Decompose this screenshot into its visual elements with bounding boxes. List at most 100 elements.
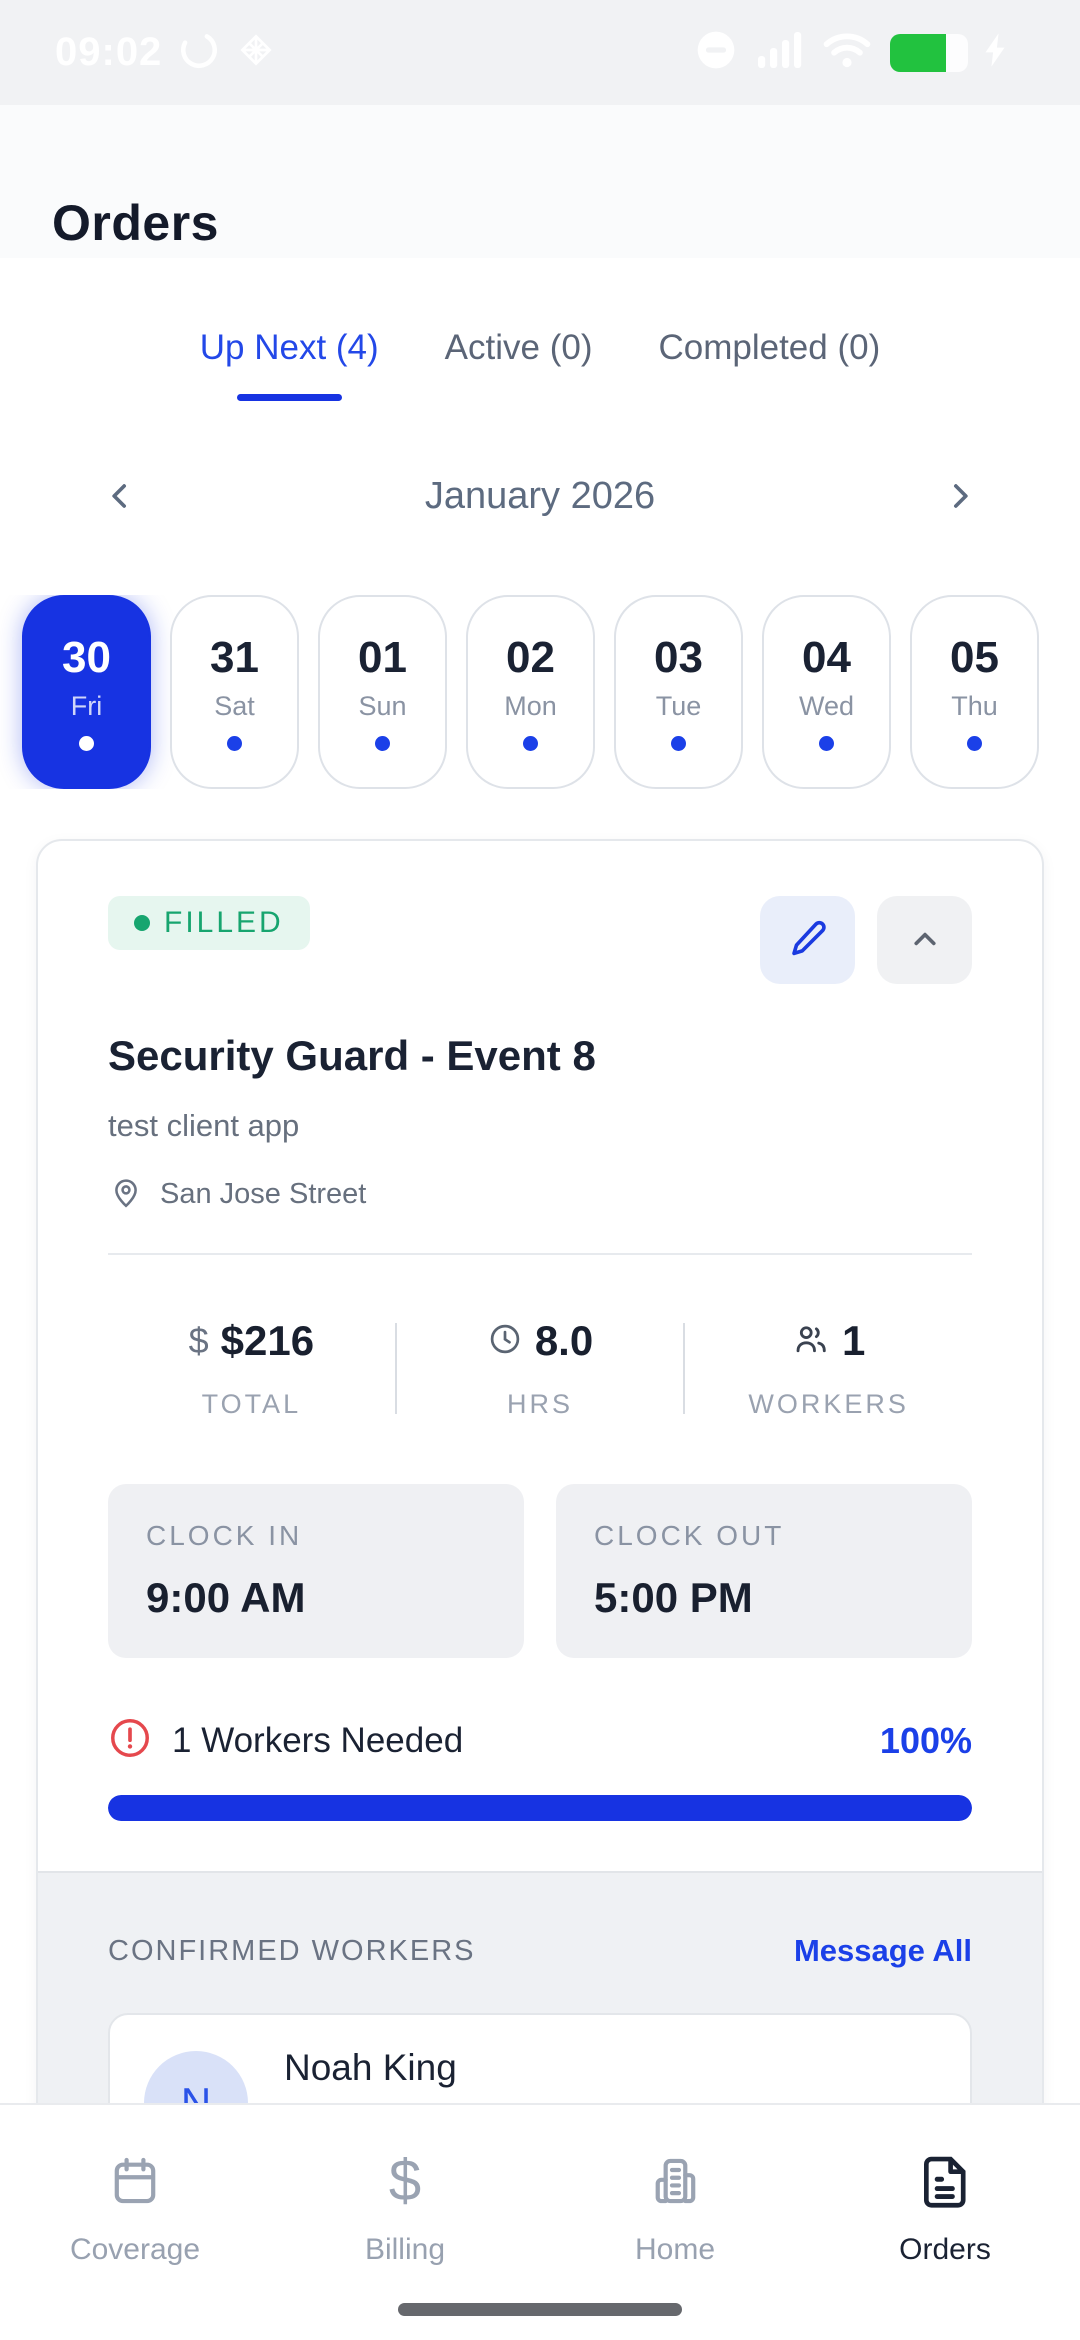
day-dot xyxy=(227,736,242,751)
page-title: Orders xyxy=(52,195,219,251)
workers-needed-row: 1 Workers Needed 100% xyxy=(108,1716,972,1765)
day-dot xyxy=(523,736,538,751)
order-stats: $ $216 TOTAL 8.0 xyxy=(108,1317,972,1420)
status-badge: FILLED xyxy=(108,896,310,950)
location-pin-icon xyxy=(108,1174,144,1215)
stat-value-row: $ $216 xyxy=(189,1317,314,1365)
diamond-notification-icon xyxy=(236,30,276,75)
stat-value-row: 8.0 xyxy=(487,1317,593,1365)
fill-progress-value xyxy=(108,1795,972,1821)
nav-label: Coverage xyxy=(69,2233,201,2266)
order-card: FILLED xyxy=(36,839,1044,2264)
calendar-icon xyxy=(107,2149,163,2213)
date-number: 04 xyxy=(802,633,851,682)
clock-in-box: CLOCK IN 9:00 AM xyxy=(108,1484,524,1658)
date-pill[interactable]: 01 Sun xyxy=(318,595,447,789)
clock-out-box: CLOCK OUT 5:00 PM xyxy=(556,1484,972,1658)
stat-label: WORKERS xyxy=(748,1389,909,1419)
date-weekday: Sat xyxy=(214,691,255,721)
fill-percent: 100% xyxy=(879,1719,972,1761)
status-icons xyxy=(694,28,1010,77)
month-navigation: January 2026 xyxy=(0,451,1080,541)
order-tabs: Up Next (4) Active (0) Completed (0) xyxy=(0,258,1080,403)
date-weekday: Tue xyxy=(655,691,702,721)
nav-item-home[interactable]: Home xyxy=(540,2149,810,2340)
battery-level xyxy=(890,33,947,72)
do-not-disturb-icon xyxy=(694,28,738,77)
next-month-button[interactable] xyxy=(936,472,984,520)
signal-bars-icon xyxy=(756,28,804,77)
nav-item-coverage[interactable]: Coverage xyxy=(0,2149,270,2340)
wifi-icon xyxy=(822,28,872,77)
tab-label: Completed (0) xyxy=(658,328,881,367)
date-pill[interactable]: 03 Tue xyxy=(614,595,743,789)
tab-active[interactable]: Active (0) xyxy=(445,328,593,403)
card-actions xyxy=(760,896,972,984)
message-all-link[interactable]: Message All xyxy=(793,1933,972,1968)
dollar-icon: $ xyxy=(389,2149,421,2213)
clock-in-value: 9:00 AM xyxy=(146,1574,306,1621)
active-tab-underline xyxy=(236,394,342,401)
pencil-icon xyxy=(785,916,831,965)
previous-month-button[interactable] xyxy=(96,472,144,520)
status-bar: 09:02 xyxy=(0,0,1080,105)
edit-order-button[interactable] xyxy=(760,896,855,984)
collapse-card-button[interactable] xyxy=(877,896,972,984)
day-dot xyxy=(375,736,390,751)
chevron-up-icon xyxy=(904,918,946,963)
clock-icon xyxy=(487,1321,523,1362)
day-dot xyxy=(967,736,982,751)
people-icon xyxy=(792,1320,830,1363)
date-number: 31 xyxy=(210,633,259,682)
date-weekday: Mon xyxy=(504,691,557,721)
tab-label: Up Next (4) xyxy=(199,328,379,367)
stat-hours: 8.0 HRS xyxy=(397,1317,684,1420)
nav-item-billing[interactable]: $ Billing xyxy=(270,2149,540,2340)
header: Orders xyxy=(0,105,1080,258)
date-pill[interactable]: 04 Wed xyxy=(762,595,891,789)
home-indicator[interactable] xyxy=(398,2303,682,2316)
loading-spinner-icon xyxy=(178,29,220,76)
tab-label: Active (0) xyxy=(444,328,593,367)
tab-completed[interactable]: Completed (0) xyxy=(658,328,880,403)
tab-up-next[interactable]: Up Next (4) xyxy=(200,328,379,403)
date-number: 30 xyxy=(62,633,111,682)
worker-name: Noah King xyxy=(284,2047,457,2088)
stat-label: HRS xyxy=(507,1389,574,1419)
building-icon xyxy=(647,2149,703,2213)
alert-circle-icon xyxy=(108,1716,152,1765)
date-weekday: Fri xyxy=(70,691,103,721)
stat-total: $ $216 TOTAL xyxy=(108,1317,395,1420)
stat-value: 1 xyxy=(842,1317,866,1364)
order-client: test client app xyxy=(108,1108,300,1143)
day-dot xyxy=(79,736,94,751)
date-pill[interactable]: 31 Sat xyxy=(170,595,299,789)
stat-label: TOTAL xyxy=(201,1389,302,1419)
date-carousel: 30 Fri 31 Sat 01 Sun 02 Mon 03 Tue 04 We… xyxy=(0,595,1080,789)
date-pill[interactable]: 02 Mon xyxy=(466,595,595,789)
clock-time: 09:02 xyxy=(55,30,163,74)
workers-needed-text: 1 Workers Needed xyxy=(172,1720,464,1760)
nav-label: Home xyxy=(634,2233,716,2266)
divider xyxy=(108,1253,972,1255)
date-pill-selected[interactable]: 30 Fri xyxy=(22,595,151,789)
status-badge-label: FILLED xyxy=(164,906,284,939)
nav-item-orders[interactable]: Orders xyxy=(810,2149,1080,2340)
date-number: 03 xyxy=(654,633,703,682)
date-number: 01 xyxy=(358,633,407,682)
clock-out-label: CLOCK OUT xyxy=(594,1520,785,1551)
day-dot xyxy=(819,736,834,751)
stat-value-row: 1 xyxy=(792,1317,865,1365)
confirmed-workers-title: CONFIRMED WORKERS xyxy=(108,1934,476,1967)
stat-workers: 1 WORKERS xyxy=(685,1317,972,1420)
status-left: 09:02 xyxy=(55,29,276,76)
date-weekday: Sun xyxy=(358,691,407,721)
badge-row: FILLED xyxy=(108,896,972,984)
nav-label: Orders xyxy=(899,2233,991,2266)
clock-times: CLOCK IN 9:00 AM CLOCK OUT 5:00 PM xyxy=(108,1484,972,1658)
date-pill[interactable]: 05 Thu xyxy=(910,595,1039,789)
dollar-icon: $ xyxy=(188,1320,209,1361)
date-weekday: Thu xyxy=(951,691,998,721)
order-title: Security Guard - Event 8 xyxy=(108,1032,596,1079)
